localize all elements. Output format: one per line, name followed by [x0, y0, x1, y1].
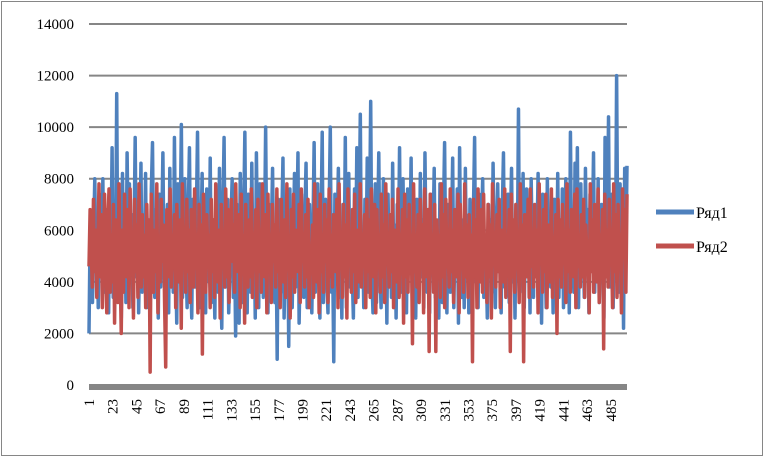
x-tick-label: 111 — [201, 399, 217, 420]
y-tick-label: 4000 — [44, 275, 74, 291]
x-tick-label: 441 — [556, 399, 572, 422]
x-tick-label: 177 — [272, 399, 288, 422]
y-tick-label: 6000 — [44, 223, 74, 239]
y-tick-label: 14000 — [37, 17, 75, 33]
y-tick-label: 8000 — [44, 172, 74, 188]
x-tick-label: 485 — [604, 399, 620, 422]
y-tick-label: 0 — [67, 378, 75, 394]
x-tick-label: 331 — [438, 399, 454, 422]
legend: Ряд1 Ряд2 — [656, 205, 728, 256]
x-tick-label: 397 — [509, 399, 525, 422]
x-tick-label: 199 — [295, 399, 311, 422]
x-axis-tick-labels: 1 23 45 67 89 111 133 155 177 199 221 243 265 287 309 3… — [82, 399, 620, 422]
x-tick-label: 287 — [390, 399, 406, 422]
x-tick-label: 155 — [248, 399, 264, 422]
x-tick-label: 67 — [153, 399, 169, 415]
x-tick-label: 375 — [485, 399, 501, 422]
x-tick-label: 309 — [414, 399, 430, 422]
x-tick-label: 265 — [367, 399, 383, 422]
x-tick-label: 1 — [82, 399, 98, 407]
x-tick-label: 353 — [462, 399, 478, 422]
x-tick-label: 463 — [580, 399, 596, 422]
x-tick-label: 243 — [343, 399, 359, 422]
legend-label-1: Ряд1 — [696, 205, 728, 222]
x-tick-label: 45 — [129, 399, 145, 414]
legend-label-2: Ряд2 — [696, 239, 728, 256]
y-tick-label: 2000 — [44, 326, 74, 342]
x-tick-label: 23 — [106, 399, 122, 414]
y-axis-tick-labels: 0 2000 4000 6000 8000 10000 12000 14000 — [37, 17, 75, 394]
x-tick-label: 133 — [224, 399, 240, 422]
y-tick-label: 12000 — [37, 69, 75, 85]
series-line-2 — [87, 182, 629, 374]
y-tick-label: 10000 — [37, 120, 75, 136]
x-tick-label: 89 — [177, 399, 193, 414]
series-lines — [87, 73, 629, 374]
x-tick-label: 221 — [319, 399, 335, 422]
x-tick-label: 419 — [533, 399, 549, 422]
